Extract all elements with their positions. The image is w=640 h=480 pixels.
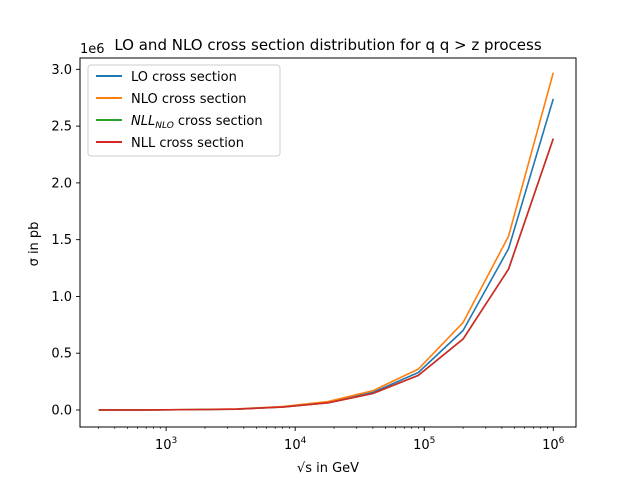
y-tick-label: 1.0 — [51, 290, 72, 305]
x-axis-label: √s in GeV — [297, 461, 359, 476]
x-tick-exponent: 5 — [430, 436, 436, 446]
y-tick-label: 1.5 — [51, 233, 72, 248]
x-tick-exponent: 3 — [172, 436, 178, 446]
y-multiplier-label: 1e6 — [80, 42, 105, 57]
x-tick-exponent: 4 — [301, 436, 307, 446]
x-tick-base: 10 — [542, 438, 559, 453]
legend-label-nll-nlo-main: NLL — [131, 114, 155, 129]
series-line-3 — [98, 138, 555, 411]
x-tick-base: 10 — [284, 438, 301, 453]
y-axis: 0.0 0.5 1.0 1.5 2.0 2.5 3.0 — [51, 63, 80, 418]
y-tick-label: 2.0 — [51, 176, 72, 191]
series-lines — [98, 72, 555, 411]
x-tick-label: 106 — [542, 436, 565, 453]
plot-area: 103 104 105 106 0.00.51.01.52.02.53.0 — [51, 57, 577, 453]
legend-label-nlo: NLO cross section — [131, 92, 247, 107]
x-tick-base: 10 — [155, 438, 172, 453]
x-tick-label: 105 — [413, 436, 435, 453]
x-axis: 103 104 105 106 — [98, 427, 565, 453]
axes-frame — [79, 57, 577, 428]
legend-label-nll-nlo-sub: NLO — [155, 121, 174, 131]
x-tick-label: 104 — [284, 436, 307, 453]
legend-label-nll-nlo-rest: cross section — [174, 114, 263, 129]
x-tick-base: 10 — [413, 438, 430, 453]
legend-label-nll: NLL cross section — [131, 136, 244, 151]
x-tick-exponent: 6 — [559, 436, 565, 446]
y-axis-label: σ in pb — [27, 222, 42, 267]
legend: LO cross section NLO cross section NLLNL… — [87, 64, 281, 157]
legend-label-nll-nlo: NLLNLO cross section — [131, 114, 263, 131]
chart-title: LO and NLO cross section distribution fo… — [114, 36, 541, 54]
y-tick-label: 0.0 — [51, 403, 72, 418]
y-tick-label: 2.5 — [51, 120, 72, 135]
y-tick-label: 0.5 — [51, 347, 72, 362]
legend-frame — [87, 64, 281, 157]
legend-label-lo: LO cross section — [131, 70, 237, 85]
x-tick-label: 103 — [155, 436, 177, 453]
y-tick-label: 3.0 — [51, 63, 72, 78]
